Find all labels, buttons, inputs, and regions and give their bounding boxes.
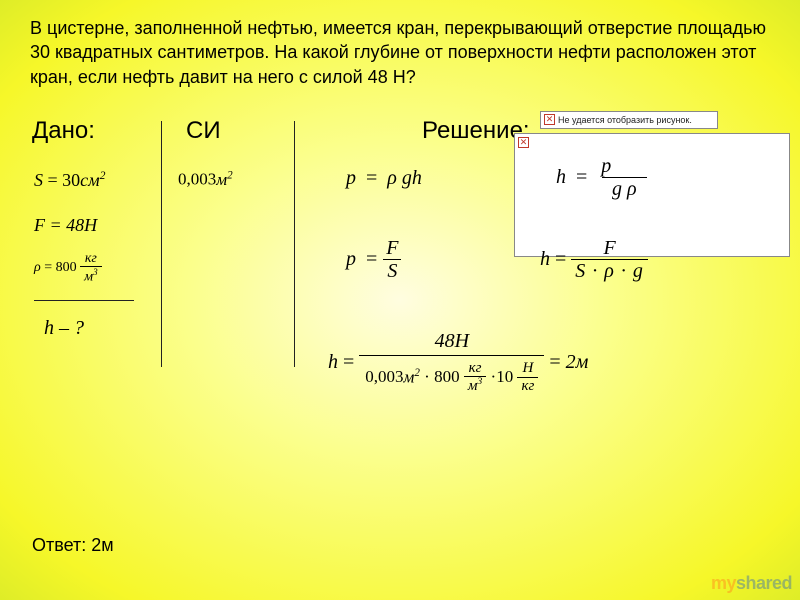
si-S-exp: 2 [227,169,233,181]
eq-calculation: h = 48H 0,003м2 · 800 кг м3 ·10 H [328,327,588,399]
eq2-den: g ρ [602,177,647,200]
eq1-rhs: ρ gh [387,167,422,190]
calc-result: 2м [566,351,589,374]
missing-image-text: Не удается отобразить рисунок. [558,115,692,125]
calc-numerator: 48H [429,327,475,355]
eq-p-rhogh: p = ρ gh [346,167,422,190]
calc-rho-num: кг [465,360,486,377]
eq4-den: S · ρ · g [571,259,648,282]
rho-unit-exp: 3 [93,267,98,277]
watermark-my: my [711,573,736,593]
heading-dano: Дано: [32,117,95,145]
calc-rho-den: м [468,378,478,394]
eq2-lhs: h [556,166,566,189]
given-rho: ρ = 800 кг м3 [34,251,102,285]
eq-h-from-p: h = p g ρ [556,155,651,200]
eq3-num: F [382,237,402,259]
S-exp: 2 [100,169,106,182]
rho-value: 800 [56,260,77,276]
watermark-shared: shared [736,573,792,593]
missing-image-placeholder: ✕ Не удается отобразить рисунок. [540,111,718,129]
calc-S-exp: 2 [414,367,420,379]
eq-p-F-over-S: p = F S [346,237,403,282]
S-unit: см [80,170,99,190]
eq-h-final-formula: h = F S · ρ · g [540,237,648,282]
eq4-lhs: h [540,248,550,271]
calc-g-den: кг [517,377,538,395]
answer-line: Ответ: 2м [32,535,114,556]
given-divider [34,300,134,301]
si-S-conversion: 0,003м2 [178,169,233,190]
calc-g: 10 [496,368,513,387]
eq4-num: F [599,237,619,259]
eq3-lhs: p [346,248,356,271]
eq2-num: p [597,155,651,177]
divider [161,121,162,367]
eq3-den: S [383,259,401,282]
calc-lhs: h [328,351,338,374]
calc-rho-exp: 3 [477,376,482,387]
given-F: F = 48H [34,215,97,236]
si-S-unit: м [216,170,227,189]
S-value: 30 [62,170,80,190]
heading-si: СИ [186,117,221,145]
calc-rho: 800 [434,368,460,387]
watermark: myshared [711,573,792,594]
calc-g-num: H [518,360,537,377]
rho-unit-num: кг [81,251,101,266]
si-S-value: 0,003 [178,170,216,189]
error-x-icon: ✕ [544,114,555,125]
given-question: h – ? [44,317,84,340]
calc-S-unit: м [404,368,415,387]
problem-statement: В цистерне, заполненной нефтью, имеется … [30,16,770,89]
given-S: S = 30см2 [34,169,105,191]
rho-unit-den: м [84,270,93,285]
divider [294,121,295,367]
error-x-icon: ✕ [518,137,529,148]
eq1-lhs: p [346,167,356,190]
calc-S: 0,003 [365,368,403,387]
